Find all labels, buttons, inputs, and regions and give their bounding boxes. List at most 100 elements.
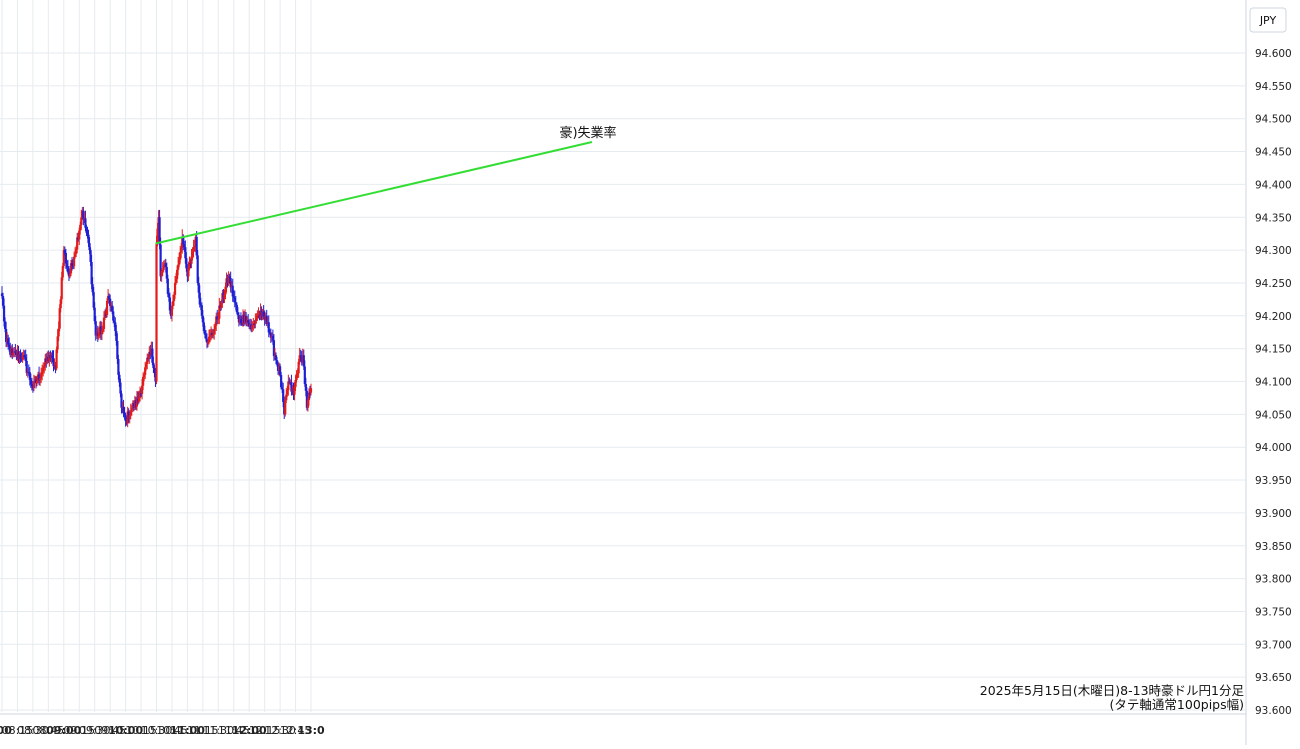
candle-body	[57, 328, 60, 337]
candle-body	[180, 248, 183, 253]
candle-body	[59, 299, 62, 309]
candle-body	[109, 298, 112, 307]
candle-body	[102, 317, 106, 329]
candle-body	[64, 252, 67, 264]
candle-body	[153, 367, 156, 373]
candle-body	[91, 284, 94, 293]
price-tick-label: 93.800	[1255, 574, 1292, 586]
currency-label: JPY	[1259, 14, 1277, 27]
candle-body	[62, 250, 65, 267]
candle-body	[156, 228, 159, 244]
price-tick-label: 94.300	[1255, 245, 1292, 257]
candle-body	[78, 230, 81, 240]
candle-body	[29, 379, 32, 385]
candle-body	[168, 297, 171, 311]
candle-body	[228, 276, 231, 279]
candle-body	[224, 286, 227, 295]
candle-body	[94, 321, 97, 336]
candle-body	[178, 259, 181, 265]
candle-body	[218, 305, 221, 319]
time-tick-label: 09:15	[63, 724, 95, 737]
candle-body	[295, 374, 298, 381]
candle-body	[267, 322, 270, 333]
candle-body	[253, 323, 256, 325]
candle-body	[272, 340, 276, 357]
candle-body	[197, 282, 200, 293]
candle-body	[82, 210, 85, 220]
candle-body	[104, 314, 108, 316]
candle-body	[176, 269, 179, 280]
candle-body	[69, 263, 73, 274]
candle-body	[285, 394, 288, 401]
candle-body	[145, 363, 148, 368]
candle-body	[274, 355, 278, 361]
time-axis: :0008:1508:3008:4509:0009:1509:3009:4510…	[0, 724, 325, 737]
candle-body	[3, 321, 7, 330]
candle-body	[211, 333, 214, 336]
candle-body	[231, 285, 234, 297]
candle-body	[76, 237, 79, 250]
candle-body	[173, 282, 177, 295]
candle-body	[234, 302, 237, 305]
price-tick-label: 94.550	[1255, 81, 1292, 93]
candle-body	[271, 335, 274, 341]
time-tick-label: 08:45	[32, 724, 64, 737]
candle-body	[275, 360, 279, 365]
candle-body	[135, 398, 139, 407]
candle-body	[256, 315, 259, 319]
candles	[0, 206, 313, 428]
candle-body	[279, 366, 282, 375]
candle-body	[140, 385, 144, 394]
price-tick-label: 93.900	[1255, 508, 1292, 520]
candle-body	[128, 415, 131, 420]
chart-caption-line1: 2025年5月15日(木曜日)8-13時豪ドル円1分足	[980, 683, 1245, 698]
candle-body	[237, 315, 240, 323]
candle-body	[160, 271, 163, 277]
candle-body	[88, 243, 91, 251]
candle-body	[142, 376, 145, 386]
price-tick-label: 94.150	[1255, 344, 1292, 356]
price-tick-label: 94.100	[1255, 377, 1292, 389]
annotation-line	[155, 141, 593, 245]
candle-body	[55, 349, 58, 369]
candle-body	[196, 255, 199, 283]
grid	[0, 0, 1247, 745]
candle-body	[122, 406, 125, 414]
price-axis: 94.600 94.550 94.500 94.450 94.400 94.350 94.3…	[1255, 48, 1292, 717]
candle-body	[195, 236, 198, 256]
candle-body	[115, 331, 118, 341]
candle-body	[255, 318, 258, 321]
candle-body	[63, 250, 66, 253]
candle-body	[51, 355, 54, 359]
currency-badge[interactable]	[1249, 7, 1287, 33]
candle-body	[247, 320, 250, 323]
candle-body	[240, 322, 244, 325]
candle-body	[213, 328, 216, 335]
candle-body	[184, 247, 187, 259]
candle-body	[11, 348, 14, 356]
time-tick-label: 13:0	[297, 724, 325, 737]
candle-body	[65, 263, 68, 268]
candle-body	[101, 328, 105, 331]
candle-body	[286, 390, 289, 395]
candle-body	[282, 389, 285, 402]
time-tick-label: 10:45	[156, 724, 188, 737]
candle-body	[307, 392, 311, 401]
candle-body	[208, 335, 212, 337]
candle-body	[129, 410, 132, 416]
candle-body	[5, 329, 8, 343]
candle-body	[215, 316, 218, 326]
candle-body	[305, 390, 308, 408]
candle-body	[39, 378, 42, 381]
chart-caption-line2: (タテ軸通常100pips幅)	[1110, 697, 1244, 712]
time-tick-label: 08:30	[17, 724, 49, 737]
candle-body	[118, 374, 121, 383]
candle-body	[172, 294, 176, 302]
price-tick-label: 94.350	[1255, 212, 1292, 224]
candle-body	[112, 311, 115, 321]
candle-body	[151, 348, 154, 363]
candle-body	[304, 384, 307, 391]
candle-body	[284, 400, 287, 415]
candle-body	[171, 301, 175, 307]
